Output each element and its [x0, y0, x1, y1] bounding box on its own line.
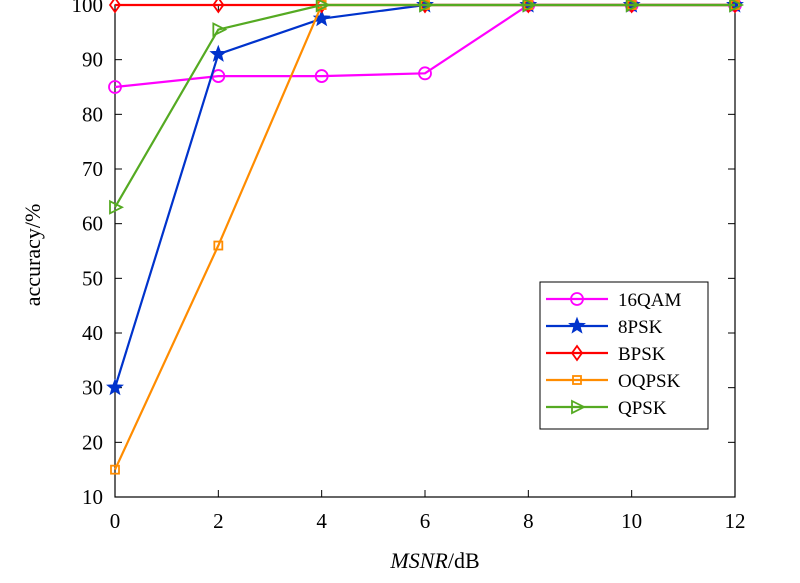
x-tick-label: 10 — [621, 509, 642, 533]
data-point-16qam — [108, 80, 122, 94]
x-tick-label: 8 — [523, 509, 534, 533]
legend-item-16qam: 16QAM — [546, 290, 681, 311]
legend-item-8psk: 8PSK — [546, 316, 663, 338]
legend-box — [539, 281, 709, 430]
y-tick-label: 10 — [82, 485, 103, 509]
data-point-qpsk — [522, 0, 538, 13]
data-point-qpsk — [109, 199, 125, 215]
y-tick-label: 100 — [72, 0, 104, 17]
legend-item-oqpsk: OQPSK — [546, 371, 681, 392]
x-tick-label: 4 — [316, 509, 327, 533]
data-point-bpsk — [212, 0, 225, 14]
legend-label: OQPSK — [618, 371, 681, 392]
legend-marker-qpsk — [571, 399, 587, 415]
series-line-qpsk — [114, 3, 735, 208]
data-point-qpsk — [315, 0, 331, 13]
series-qpsk — [109, 0, 745, 215]
y-tick-label: 50 — [82, 266, 103, 290]
data-point-8psk — [106, 378, 124, 396]
x-tick-label: 0 — [110, 509, 121, 533]
y-tick-label: 80 — [82, 102, 103, 126]
y-tick-label: 20 — [82, 430, 103, 454]
series-16qam — [108, 0, 742, 94]
data-point-qpsk — [729, 0, 745, 13]
y-tick-label: 40 — [82, 321, 103, 345]
legend-item-qpsk: QPSK — [546, 398, 667, 419]
y-tick-label: 70 — [82, 157, 103, 181]
legend-label: QPSK — [618, 398, 667, 419]
legend-item-bpsk: BPSK — [546, 344, 666, 365]
data-point-qpsk — [212, 22, 228, 38]
data-point-bpsk — [108, 0, 122, 14]
legend-label: 16QAM — [618, 290, 681, 311]
data-point-16qam — [418, 66, 432, 81]
data-point-oqpsk — [213, 240, 224, 251]
x-tick-label: 12 — [725, 509, 746, 533]
legend-label: BPSK — [618, 344, 666, 365]
data-point-oqpsk — [110, 464, 120, 475]
data-point-qpsk — [625, 0, 641, 13]
data-point-qpsk — [419, 0, 435, 13]
data-point-8psk — [209, 44, 228, 62]
data-point-16qam — [314, 69, 329, 83]
legend-marker-16qam — [570, 292, 584, 306]
y-tick-label: 90 — [82, 48, 103, 72]
y-tick-label: 60 — [82, 212, 103, 236]
y-axis-label: accuracy/% — [20, 204, 45, 307]
x-axis-label-quantity: MSNR — [389, 548, 448, 573]
x-tick-label: 6 — [420, 509, 431, 533]
x-tick-label: 2 — [213, 509, 224, 533]
x-axis-label: MSNR/dB — [389, 548, 479, 573]
legend-marker-8psk — [568, 316, 586, 334]
legend-marker-oqpsk — [572, 375, 582, 385]
y-tick-label: 30 — [82, 376, 103, 400]
legend-label: 8PSK — [618, 317, 663, 338]
x-axis-label-unit: /dB — [448, 548, 480, 573]
legend-marker-bpsk — [570, 344, 584, 362]
